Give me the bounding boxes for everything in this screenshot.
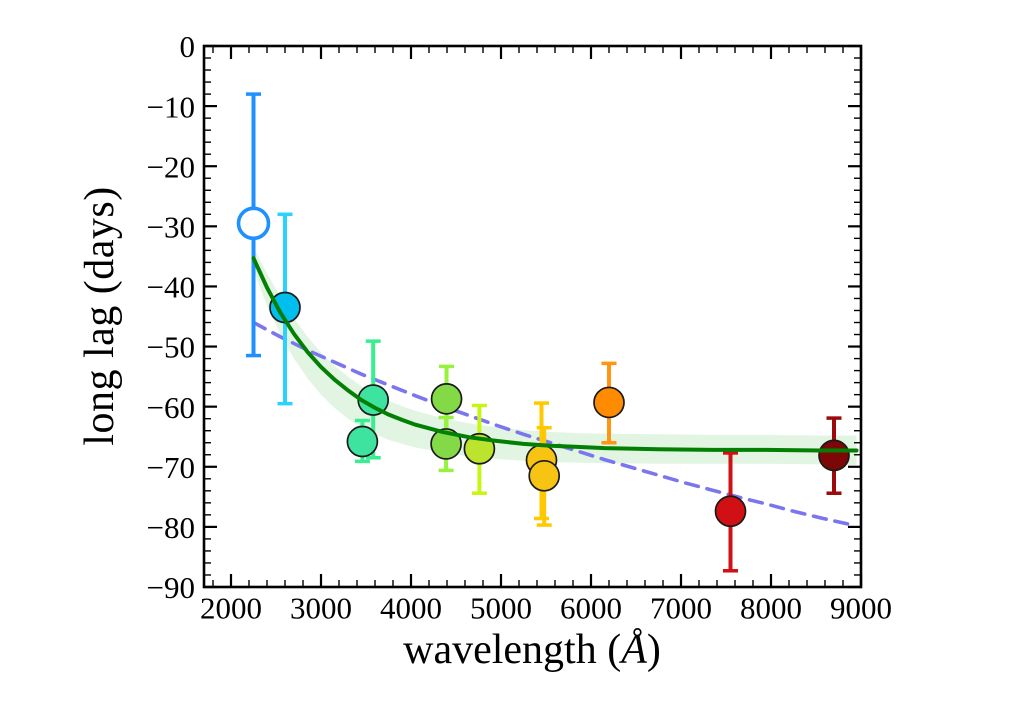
y-axis-title: long lag (days) bbox=[77, 186, 123, 446]
x-tick-label: 8000 bbox=[740, 590, 802, 625]
angstrom-symbol: Å bbox=[621, 627, 647, 673]
x-tick-label: 9000 bbox=[830, 590, 892, 625]
x-tick-label: 2000 bbox=[200, 590, 262, 625]
x-axis-title: wavelength (Å) bbox=[403, 626, 661, 674]
data-point bbox=[714, 495, 747, 528]
y-tick-label: −10 bbox=[147, 89, 195, 124]
data-point bbox=[818, 439, 850, 472]
y-tick-label: −60 bbox=[147, 390, 195, 425]
y-tick-label: 0 bbox=[180, 29, 196, 64]
y-tick-label: −40 bbox=[147, 270, 195, 305]
x-axis-title-text: wavelength ( bbox=[403, 627, 622, 673]
y-tick-label: −20 bbox=[147, 149, 195, 184]
x-tick-label: 7000 bbox=[650, 590, 712, 625]
y-tick-label: −50 bbox=[147, 330, 195, 365]
y-tick-label: −80 bbox=[147, 510, 195, 545]
x-tick-label: 3000 bbox=[290, 590, 352, 625]
fit-curve bbox=[251, 256, 859, 453]
plot-frame bbox=[202, 44, 863, 589]
x-axis-title-close: ) bbox=[646, 627, 661, 673]
data-point bbox=[528, 459, 561, 492]
data-point bbox=[430, 428, 462, 460]
data-point bbox=[346, 425, 379, 458]
x-tick-label: 4000 bbox=[380, 590, 442, 625]
y-tick-label: −90 bbox=[147, 570, 195, 605]
data-point bbox=[593, 386, 625, 419]
data-point-open bbox=[236, 206, 271, 241]
x-tick-label: 5000 bbox=[470, 590, 532, 625]
data-point bbox=[430, 383, 463, 415]
y-tick-label: −30 bbox=[147, 209, 195, 244]
x-tick-label: 6000 bbox=[560, 590, 622, 625]
fit-confidence-band bbox=[253, 247, 857, 465]
y-tick-label: −70 bbox=[147, 450, 195, 485]
dashed-model-line bbox=[251, 320, 850, 526]
